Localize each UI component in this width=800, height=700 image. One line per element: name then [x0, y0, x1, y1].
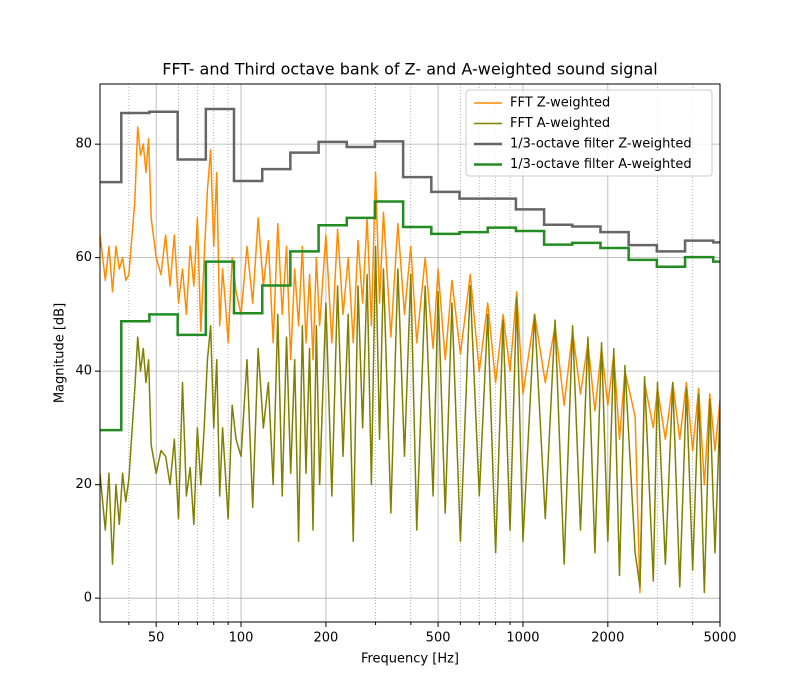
x-tick-label: 1000 [506, 631, 539, 646]
legend: FFT Z-weighted FFT A-weighted 1/3-octave f… [465, 89, 713, 177]
chart-title: FFT- and Third octave bank of Z- and A-w… [162, 60, 658, 79]
legend-box [465, 89, 713, 177]
axes: 50 100 200 500 1000 2000 5000 0 20 40 60 80 [75, 137, 736, 646]
y-tick-label: 40 [75, 364, 92, 379]
y-axis-label: Magnitude [dB] [53, 303, 68, 403]
x-tick-label: 5000 [703, 631, 736, 646]
y-tick-label: 80 [75, 137, 92, 152]
plot-area [100, 107, 720, 594]
legend-label: 1/3-octave filter Z-weighted [510, 137, 692, 152]
y-tick-label: 0 [84, 591, 92, 606]
x-tick-label: 200 [313, 631, 338, 646]
x-axis-label: Frequency [Hz] [361, 652, 459, 667]
x-tick-label: 50 [148, 631, 165, 646]
y-tick-label: 60 [75, 250, 92, 265]
legend-label: FFT Z-weighted [510, 96, 610, 111]
x-tick-label: 500 [426, 631, 451, 646]
x-tick-label: 100 [229, 631, 254, 646]
legend-label: 1/3-octave filter A-weighted [510, 157, 692, 172]
legend-label: FFT A-weighted [510, 116, 610, 131]
axes-frame [99, 83, 721, 623]
series-line [100, 245, 720, 594]
series-line [100, 126, 720, 594]
x-tick-label: 2000 [591, 631, 624, 646]
y-tick-label: 20 [75, 477, 92, 492]
